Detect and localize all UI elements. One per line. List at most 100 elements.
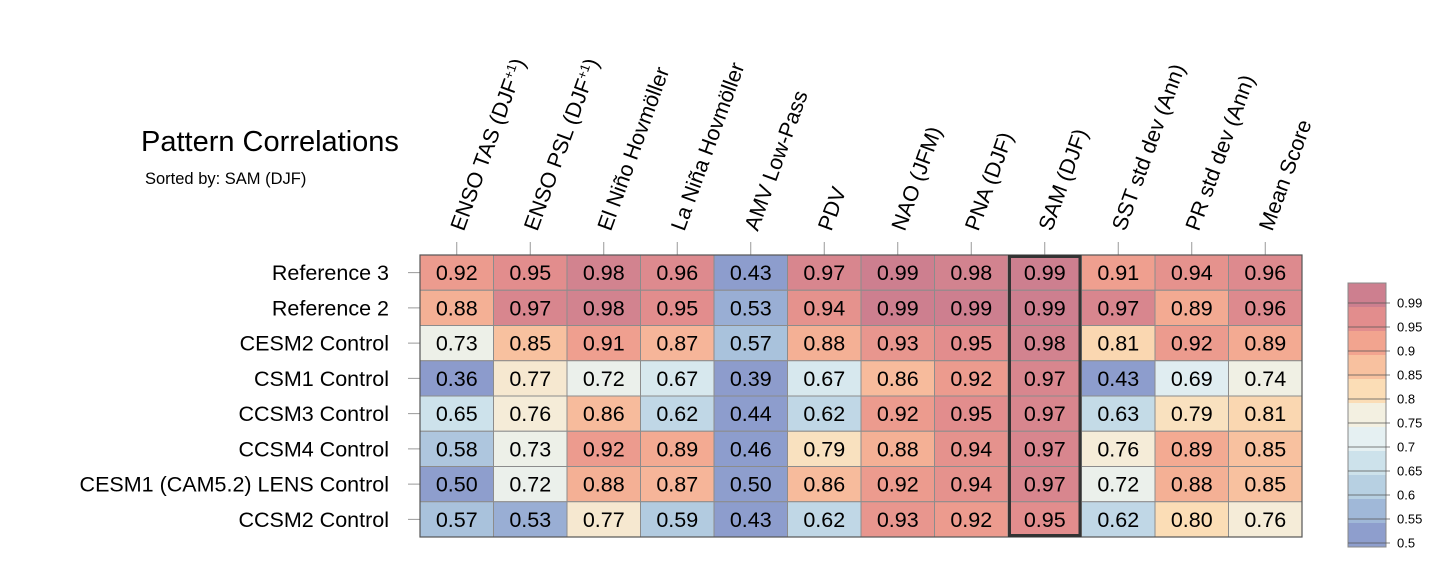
cell-value: 0.92 <box>1171 332 1213 356</box>
heatmap-cell <box>419 395 494 432</box>
cell-value: 0.99 <box>1024 261 1066 285</box>
cell-value: 0.88 <box>1171 473 1213 497</box>
row-label: CSM1 Control <box>254 367 389 391</box>
legend-border <box>1347 282 1387 548</box>
cell-value: 0.96 <box>656 261 698 285</box>
cell-value: 0.46 <box>730 437 772 461</box>
cell-value: 0.59 <box>656 508 698 532</box>
heatmap-cell <box>860 501 935 538</box>
cell-value: 0.99 <box>877 296 919 320</box>
heatmap-cell <box>1007 466 1082 503</box>
heatmap-cell <box>1228 395 1303 432</box>
heatmap-cell <box>640 254 715 291</box>
cell-value: 0.98 <box>950 261 992 285</box>
cell-value: 0.88 <box>436 296 478 320</box>
cell-value: 0.87 <box>656 332 698 356</box>
cell-value: 0.96 <box>1244 296 1286 320</box>
heatmap-cell <box>1081 360 1156 397</box>
cell-value: 0.97 <box>1024 473 1066 497</box>
heatmap-cell <box>934 360 1009 397</box>
cell-value: 0.94 <box>1171 261 1213 285</box>
heatmap-cell <box>640 466 715 503</box>
heatmap-cell <box>1228 254 1303 291</box>
cell-value: 0.65 <box>436 402 478 426</box>
cell-value: 0.72 <box>583 367 625 391</box>
chart-subtitle: Sorted by: SAM (DJF) <box>145 170 307 188</box>
heatmap-cell <box>1007 325 1082 362</box>
grid-border <box>419 254 1303 538</box>
legend-label: 0.55 <box>1397 512 1422 527</box>
cell-value: 0.92 <box>950 367 992 391</box>
heatmap-cell <box>566 466 641 503</box>
heatmap-cell <box>419 466 494 503</box>
chart-title: Pattern Correlations <box>141 126 399 158</box>
cell-value: 0.97 <box>509 296 551 320</box>
heatmap-cell <box>640 289 715 326</box>
colorbar-legend: 0.99 0.95 0.9 0.85 0.8 0.75 0.7 0.65 0.6 0.55 0.5 <box>1347 282 1422 551</box>
heatmap-cell <box>566 395 641 432</box>
cell-value: 0.62 <box>803 402 845 426</box>
cell-value: 0.91 <box>1097 261 1139 285</box>
heatmap-cell <box>713 289 788 326</box>
cell-value: 0.39 <box>730 367 772 391</box>
heatmap-cell <box>640 360 715 397</box>
heatmap-cell <box>1228 501 1303 538</box>
cell-value: 0.99 <box>950 296 992 320</box>
heatmap-cell <box>1154 395 1229 432</box>
heatmap-cell <box>1228 289 1303 326</box>
cell-value: 0.79 <box>803 437 845 461</box>
cell-value: 0.92 <box>877 402 919 426</box>
cell-value: 0.72 <box>1097 473 1139 497</box>
cell-value: 0.81 <box>1244 402 1286 426</box>
heatmap-cell <box>1081 466 1156 503</box>
heatmap-cell <box>493 360 568 397</box>
highlighted-column-frame <box>1008 255 1082 537</box>
column-label: NAO (JFM) <box>887 123 947 233</box>
heatmap-cell <box>566 430 641 467</box>
row-label: Reference 3 <box>272 261 389 285</box>
cell-value: 0.62 <box>803 508 845 532</box>
heatmap-cell <box>419 325 494 362</box>
heatmap-cell <box>1081 254 1156 291</box>
cell-value: 0.76 <box>1097 437 1139 461</box>
cell-value: 0.98 <box>583 296 625 320</box>
cell-value: 0.94 <box>950 437 992 461</box>
column-label: PNA (DJF) <box>960 129 1018 234</box>
column-label: PR std dev (Ann) <box>1181 72 1260 234</box>
cell-value: 0.85 <box>1244 437 1286 461</box>
heatmap-cell <box>493 325 568 362</box>
cell-value: 0.50 <box>730 473 772 497</box>
cell-value: 0.85 <box>1244 473 1286 497</box>
cell-value: 0.72 <box>509 473 551 497</box>
heatmap-cell <box>860 430 935 467</box>
heatmap-cell <box>713 501 788 538</box>
cell-value: 0.95 <box>1024 508 1066 532</box>
cell-value: 0.95 <box>950 332 992 356</box>
heatmap-cell <box>1228 466 1303 503</box>
cell-value: 0.97 <box>1024 402 1066 426</box>
legend-label: 0.5 <box>1397 536 1415 551</box>
column-label: SST std dev (Ann) <box>1107 61 1189 234</box>
heatmap-cell <box>566 254 641 291</box>
row-label: Reference 2 <box>272 296 389 320</box>
heatmap-cell <box>860 254 935 291</box>
heatmap-cell <box>934 430 1009 467</box>
row-label: CCSM4 Control <box>238 437 389 461</box>
cell-value: 0.92 <box>436 261 478 285</box>
legend-label: 0.95 <box>1397 320 1422 335</box>
heatmap-cell <box>1154 254 1229 291</box>
cell-value: 0.73 <box>436 332 478 356</box>
heatmap-cell <box>860 395 935 432</box>
heatmap-cell <box>787 395 862 432</box>
heatmap-cell <box>1007 289 1082 326</box>
cell-value: 0.95 <box>656 296 698 320</box>
cell-value: 0.94 <box>803 296 845 320</box>
heatmap-cell <box>713 395 788 432</box>
heatmap-cell <box>1228 325 1303 362</box>
legend-swatch <box>1348 523 1386 547</box>
cell-value: 0.88 <box>803 332 845 356</box>
cell-value: 0.76 <box>1244 508 1286 532</box>
heatmap-cell <box>1007 501 1082 538</box>
cell-value: 0.88 <box>877 437 919 461</box>
